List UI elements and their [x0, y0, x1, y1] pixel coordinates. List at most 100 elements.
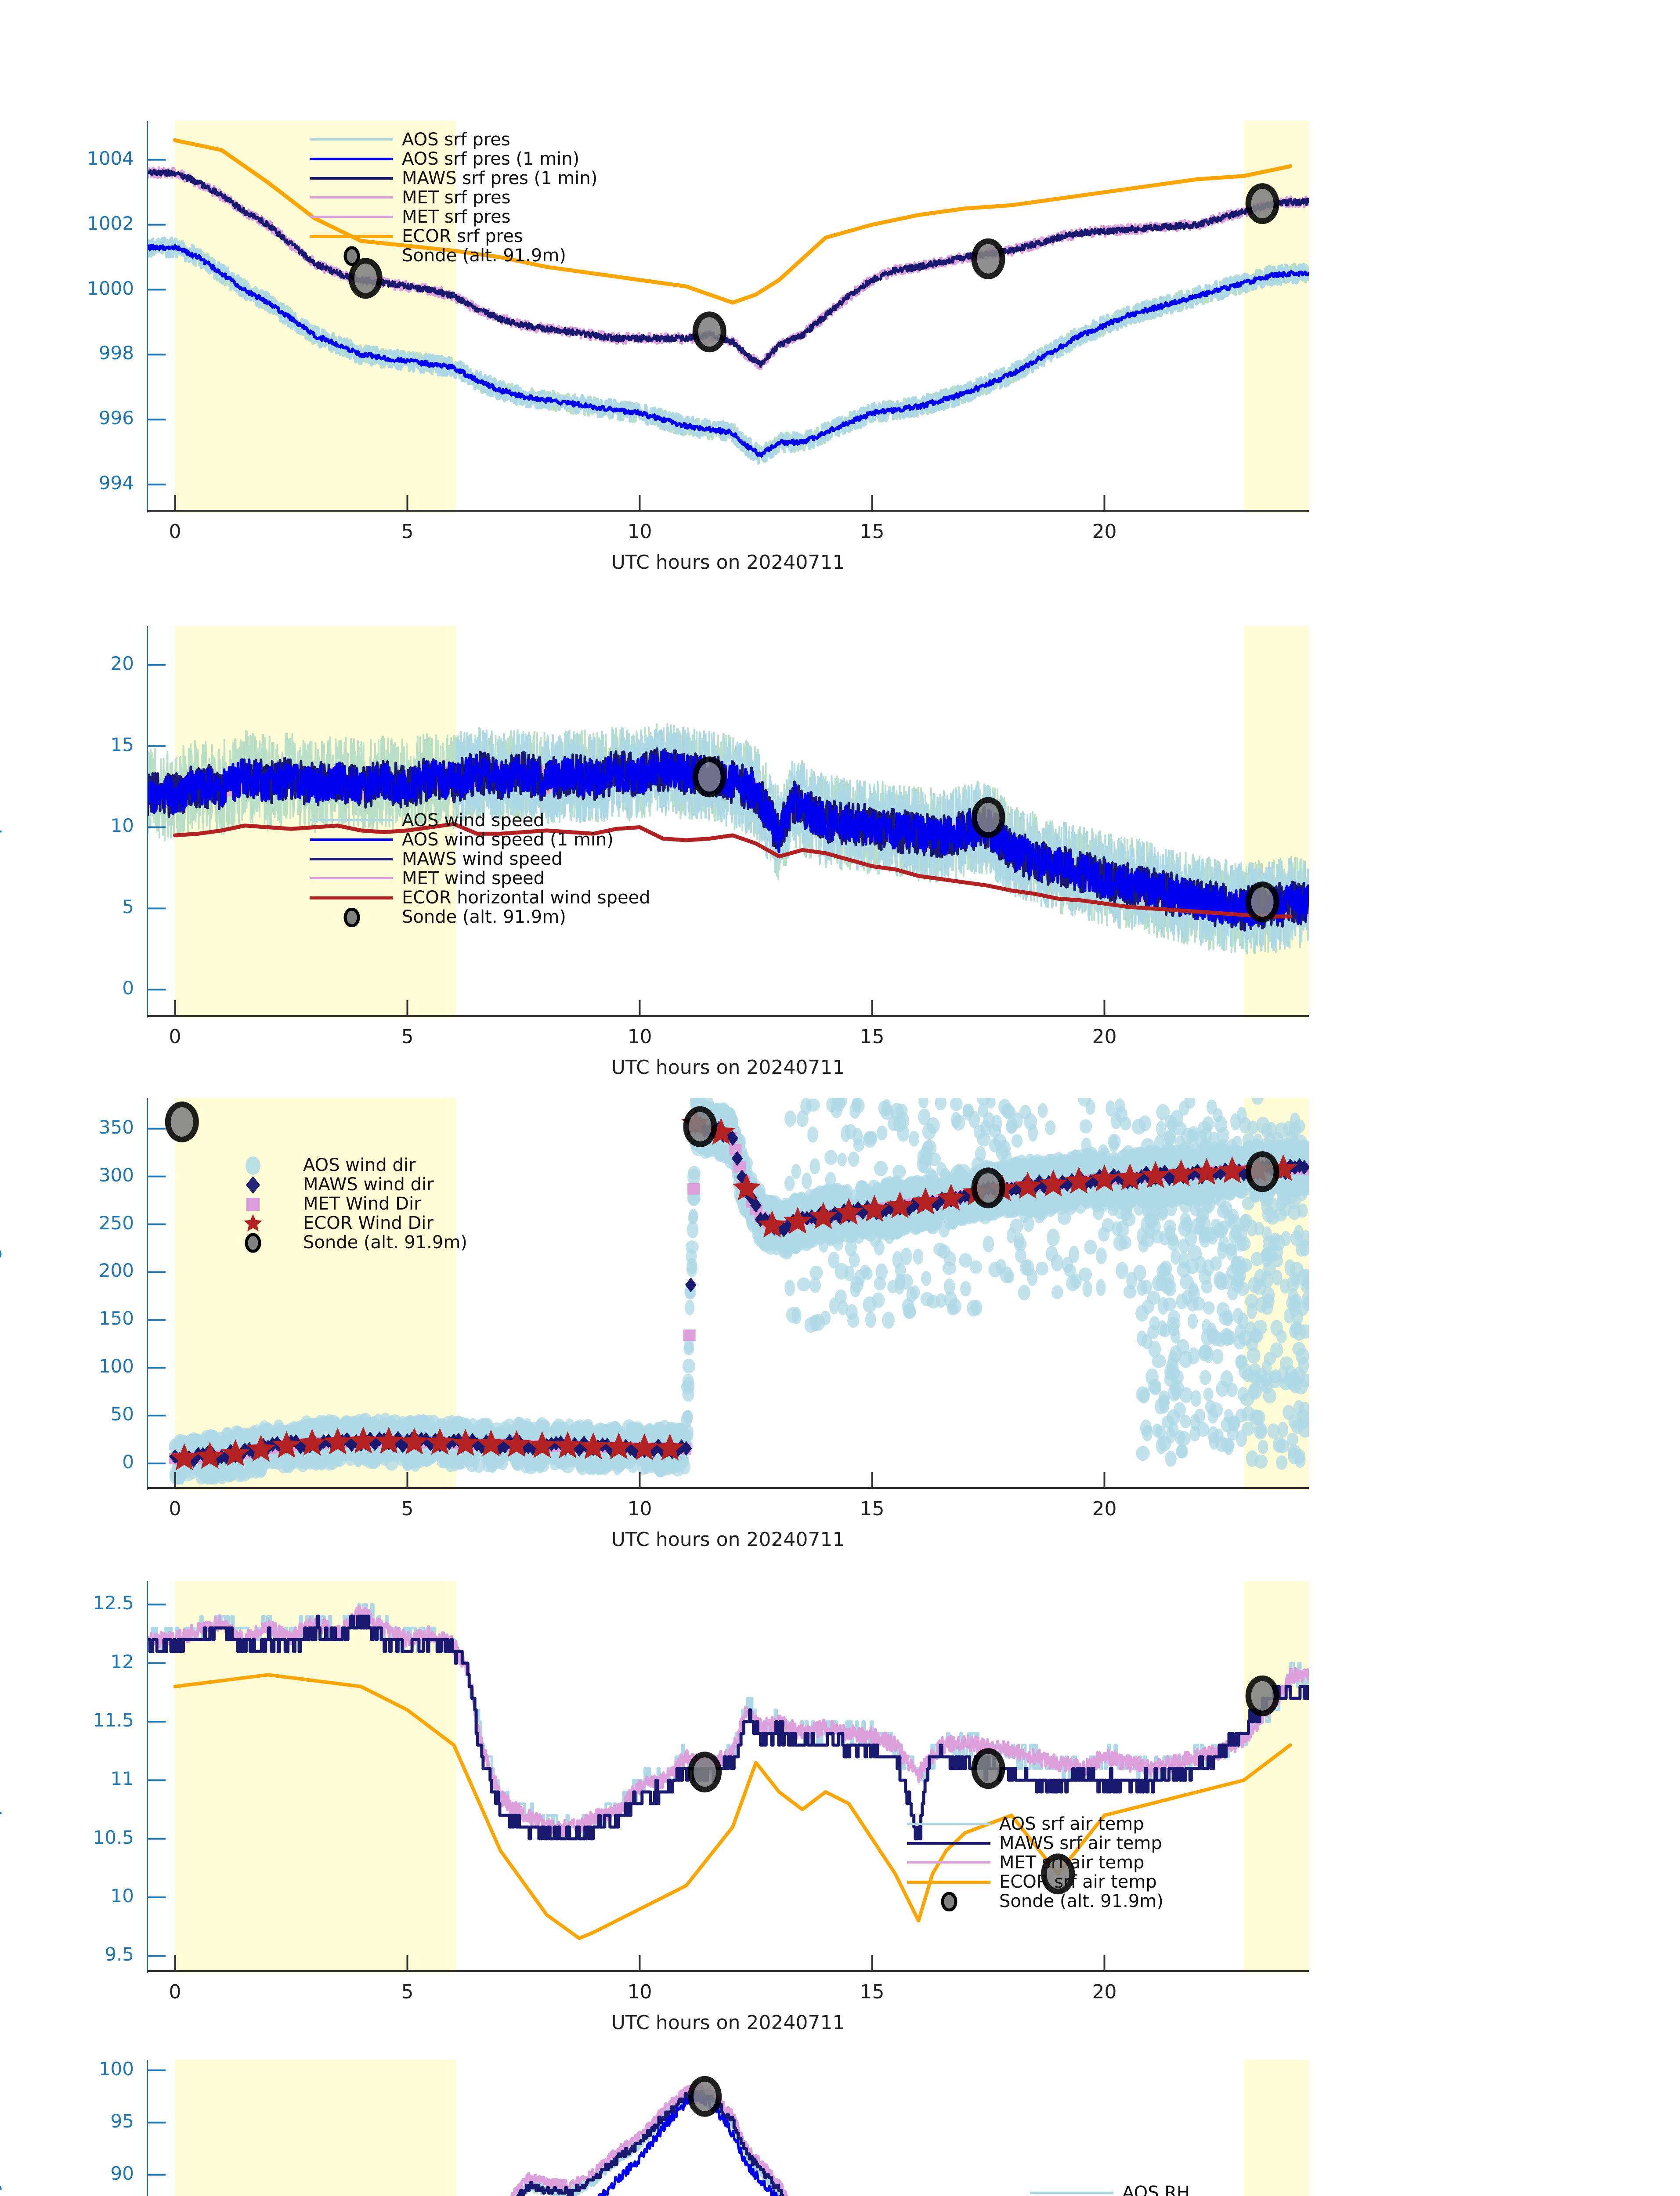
- scatter-point: [1136, 1446, 1150, 1461]
- scatter-point: [916, 1215, 928, 1232]
- scatter-point: [1010, 1218, 1023, 1234]
- scatter-point: [1069, 1246, 1080, 1263]
- scatter-point: [828, 1251, 840, 1268]
- scatter-point: [778, 1222, 790, 1238]
- scatter-point: [1154, 1135, 1164, 1152]
- scatter-point: [1192, 1188, 1203, 1204]
- scatter-point: [909, 1131, 920, 1147]
- y-tick-label: 11: [110, 1768, 134, 1790]
- scatter-point: [1251, 1252, 1264, 1266]
- scatter-point: [1171, 1249, 1181, 1265]
- sonde-marker: [692, 311, 726, 353]
- legend-marker-star-icon: [236, 1214, 270, 1235]
- scatter-point: [656, 1455, 669, 1470]
- trace-line: [516, 2089, 784, 2196]
- scatter-point: [1181, 1216, 1193, 1232]
- scatter-point: [915, 1178, 927, 1195]
- scatter-point: [1268, 1371, 1282, 1388]
- scatter-point: [381, 1448, 394, 1462]
- scatter-point: [983, 1235, 994, 1253]
- scatter-point: [850, 1276, 863, 1293]
- data-traces-0: [147, 138, 1309, 465]
- legend-label: ECOR horizontal wind speed: [402, 888, 650, 908]
- scatter-point: [602, 1423, 612, 1438]
- scatter-point: [1014, 1237, 1027, 1252]
- scatter-point: [451, 1429, 480, 1456]
- sonde-marker: [1041, 1853, 1075, 1895]
- legend-marker-diamond-icon: [236, 1175, 270, 1196]
- scatter-point: [1251, 1098, 1264, 1105]
- scatter-point: [579, 1432, 607, 1459]
- scatter-point: [1216, 1380, 1229, 1397]
- scatter-point: [1240, 1214, 1252, 1228]
- legend-line-swatch: [310, 158, 393, 160]
- scatter-point: [1163, 1297, 1177, 1311]
- scatter-point: [731, 1151, 743, 1166]
- scatter-point: [1114, 1098, 1125, 1113]
- scatter-point: [1199, 1230, 1211, 1248]
- scatter-point: [863, 1132, 877, 1148]
- scatter-point: [1168, 1422, 1179, 1438]
- scatter-point: [1211, 1349, 1224, 1365]
- x-tick-label: 15: [860, 1981, 885, 2003]
- legend-line-swatch: [310, 877, 393, 879]
- scatter-point: [1034, 1209, 1045, 1224]
- scatter-point: [1267, 1423, 1280, 1439]
- scatter-point: [683, 1409, 693, 1424]
- legend-label: ECOR srf pres: [402, 226, 523, 246]
- scatter-point: [1195, 1211, 1207, 1227]
- scatter-point: [892, 1164, 906, 1179]
- y-tick-label: 50: [110, 1403, 134, 1425]
- y-tick-label: 12: [110, 1651, 134, 1672]
- legend-line-swatch: [907, 1881, 990, 1884]
- scatter-point: [1023, 1215, 1034, 1232]
- scatter-point: [1091, 1186, 1103, 1200]
- scatter-point: [809, 1202, 838, 1229]
- scatter-point: [1287, 1178, 1301, 1195]
- scatter-point: [1253, 1319, 1268, 1335]
- legend-label: ECOR Wind Dir: [303, 1213, 434, 1233]
- legend-line-swatch: [907, 1823, 990, 1825]
- scatter-point: [1217, 1204, 1230, 1218]
- x-tick-label: 10: [627, 1981, 652, 2003]
- scatter-point: [707, 1118, 735, 1145]
- scatter-point: [1230, 1257, 1241, 1275]
- scatter-point: [1180, 1415, 1191, 1429]
- x-axis-label: UTC hours on 20240711: [611, 1056, 845, 1079]
- scatter-point: [311, 1456, 323, 1469]
- scatter-point: [601, 1438, 613, 1453]
- scatter-point: [414, 1415, 427, 1429]
- scatter-point: [1065, 1167, 1093, 1194]
- scatter-point: [918, 1108, 931, 1126]
- scatter-point: [528, 1431, 556, 1458]
- scatter-point: [246, 1434, 275, 1462]
- sonde-marker: [1245, 1675, 1279, 1716]
- scatter-point: [1190, 1390, 1202, 1407]
- trace-line: [173, 822, 1293, 919]
- scatter-point: [727, 1131, 739, 1146]
- scatter-point: [1176, 1445, 1189, 1459]
- scatter-point: [1270, 1342, 1283, 1358]
- scatter-point: [511, 1458, 524, 1471]
- scatter-point: [837, 1152, 847, 1167]
- y-axis-label: Temperature, °C: [0, 1692, 2, 1857]
- data-traces-4: [510, 2076, 788, 2196]
- scatter-point: [1015, 1248, 1026, 1263]
- legend-line-swatch: [310, 896, 393, 899]
- legend-label: AOS srf pres (1 min): [402, 149, 580, 169]
- scatter-point: [918, 1098, 929, 1109]
- scatter-point: [1107, 1203, 1119, 1216]
- sonde-marker: [683, 1106, 717, 1147]
- sonde-marker: [1245, 183, 1279, 224]
- scatter-point: [1196, 1149, 1209, 1163]
- scatter-point: [587, 1459, 599, 1474]
- scatter-point: [1302, 1295, 1309, 1311]
- x-tick-label: 0: [169, 1981, 181, 2003]
- legend-line-swatch: [1030, 2192, 1113, 2194]
- scatter-point: [1261, 1271, 1274, 1288]
- scatter-point: [1275, 1455, 1288, 1470]
- scatter-point: [1180, 1185, 1191, 1199]
- legend-label: MET srf air temp: [999, 1853, 1145, 1873]
- scatter-point: [1201, 1329, 1214, 1346]
- legend-label: ECOR srf air temp: [999, 1872, 1157, 1892]
